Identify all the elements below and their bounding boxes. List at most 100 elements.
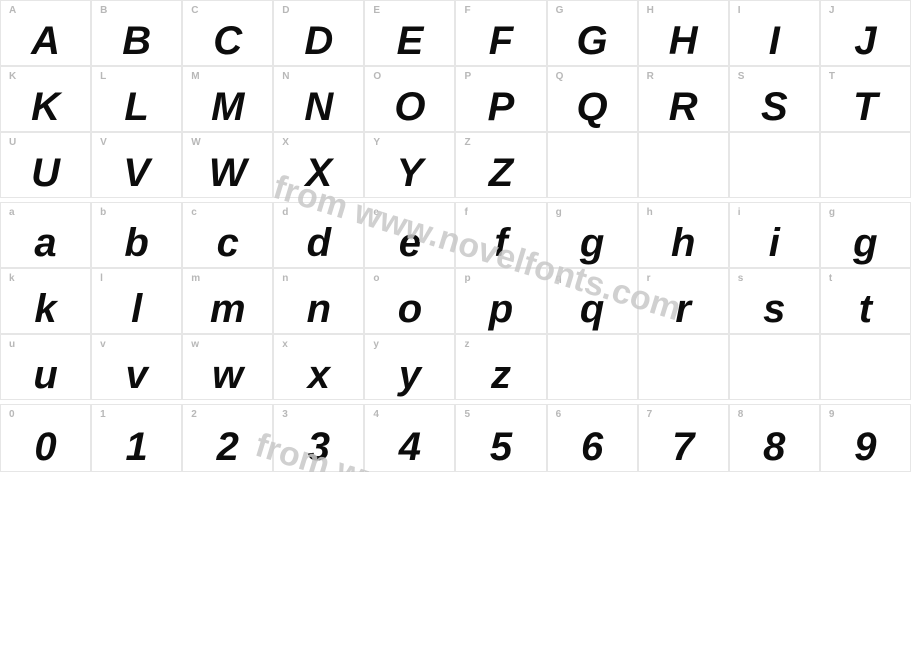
glyph-cell: pp [455,268,546,334]
glyph-cell: NN [273,66,364,132]
section-uppercase: AA BB CC DD EE FF GG HH II JJ KK LL MM N… [0,0,911,198]
cell-glyph: l [92,289,181,329]
table-row: UU VV WW XX YY ZZ [0,132,911,198]
cell-glyph: g [548,223,637,263]
cell-glyph: r [639,289,728,329]
glyph-cell: FF [455,0,546,66]
cell-label: g [556,207,562,218]
glyph-cell: RR [638,66,729,132]
cell-label: s [738,273,744,284]
cell-label: c [191,207,197,218]
table-row: 00 11 22 33 44 55 66 77 88 99 [0,404,911,472]
cell-label: 8 [738,409,744,420]
cell-label: E [373,5,380,16]
glyph-cell-empty [638,132,729,198]
cell-label: B [100,5,107,16]
glyph-cell: 66 [547,404,638,472]
section-lowercase: aa bb cc dd ee ff gg hh ii gg kk ll mm n… [0,202,911,400]
glyph-cell: HH [638,0,729,66]
cell-glyph: u [1,355,90,395]
cell-label: g [829,207,835,218]
cell-glyph: A [1,21,90,61]
cell-label: y [373,339,379,350]
glyph-cell: oo [364,268,455,334]
glyph-cell: 99 [820,404,911,472]
cell-glyph: m [183,289,272,329]
glyph-cell: aa [0,202,91,268]
cell-glyph: G [548,21,637,61]
glyph-cell: YY [364,132,455,198]
glyph-cell: MM [182,66,273,132]
cell-label: e [373,207,379,218]
glyph-cell: CC [182,0,273,66]
cell-glyph: Y [365,153,454,193]
glyph-cell: LL [91,66,182,132]
cell-glyph: D [274,21,363,61]
cell-label: O [373,71,381,82]
cell-label: K [9,71,16,82]
cell-label: z [464,339,469,350]
glyph-cell: 77 [638,404,729,472]
glyph-cell: DD [273,0,364,66]
cell-label: u [9,339,15,350]
glyph-cell-empty [729,132,820,198]
glyph-cell: cc [182,202,273,268]
cell-glyph: y [365,355,454,395]
cell-glyph: U [1,153,90,193]
cell-label: 4 [373,409,379,420]
cell-glyph: I [730,21,819,61]
cell-label: R [647,71,654,82]
glyph-cell: yy [364,334,455,400]
cell-label: C [191,5,198,16]
glyph-cell: UU [0,132,91,198]
glyph-cell: dd [273,202,364,268]
cell-glyph: K [1,87,90,127]
glyph-cell: TT [820,66,911,132]
glyph-cell: hh [638,202,729,268]
glyph-cell: zz [455,334,546,400]
cell-glyph: E [365,21,454,61]
cell-glyph: 7 [639,427,728,467]
cell-label: J [829,5,835,16]
section-digits: 00 11 22 33 44 55 66 77 88 99 [0,404,911,472]
cell-label: i [738,207,741,218]
cell-label: o [373,273,379,284]
cell-label: 5 [464,409,470,420]
cell-glyph: v [92,355,181,395]
glyph-cell-empty [820,334,911,400]
cell-glyph: B [92,21,181,61]
cell-glyph: 5 [456,427,545,467]
cell-label: L [100,71,106,82]
cell-label: H [647,5,654,16]
cell-glyph: t [821,289,910,329]
table-row: AA BB CC DD EE FF GG HH II JJ [0,0,911,66]
cell-glyph: Z [456,153,545,193]
glyph-cell: xx [273,334,364,400]
cell-label: I [738,5,741,16]
cell-label: A [9,5,16,16]
cell-label: k [9,273,15,284]
cell-label: t [829,273,832,284]
glyph-chart: AA BB CC DD EE FF GG HH II JJ KK LL MM N… [0,0,911,472]
cell-label: Z [464,137,470,148]
cell-glyph: 9 [821,427,910,467]
cell-glyph: F [456,21,545,61]
glyph-cell: 22 [182,404,273,472]
cell-glyph: O [365,87,454,127]
cell-label: D [282,5,289,16]
cell-label: f [464,207,467,218]
cell-glyph: W [183,153,272,193]
cell-label: U [9,137,16,148]
glyph-cell-empty [547,334,638,400]
glyph-cell: ww [182,334,273,400]
glyph-cell: OO [364,66,455,132]
glyph-cell: II [729,0,820,66]
cell-glyph: s [730,289,819,329]
cell-label: M [191,71,199,82]
cell-label: n [282,273,288,284]
cell-glyph: S [730,87,819,127]
glyph-cell: 00 [0,404,91,472]
cell-label: r [647,273,651,284]
glyph-cell: uu [0,334,91,400]
glyph-cell: ss [729,268,820,334]
